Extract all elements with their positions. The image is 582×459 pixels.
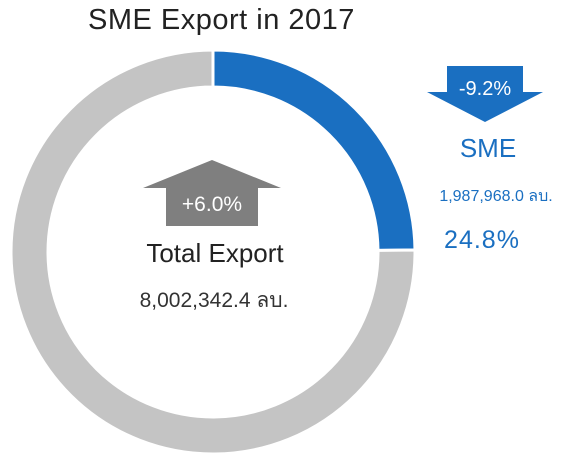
donut-slice-total-export xyxy=(9,48,417,456)
donut-slices xyxy=(9,48,417,456)
chart-title: SME Export in 2017 xyxy=(88,4,355,36)
sme-value: 1,987,968.0 ลบ. xyxy=(439,188,552,205)
sme-change-label: -9.2% xyxy=(459,78,511,100)
total-value: 8,002,342.4 ลบ. xyxy=(140,289,289,312)
total-change-arrow: +6.0% xyxy=(143,160,281,226)
sme-label: SME xyxy=(460,133,516,163)
arrow-up-icon xyxy=(143,160,281,226)
arrow-down-icon xyxy=(427,66,543,122)
sme-share: 24.8% xyxy=(444,226,520,254)
sme-change-arrow: -9.2% xyxy=(427,66,543,122)
total-label: Total Export xyxy=(146,238,284,268)
total-change-label: +6.0% xyxy=(182,193,242,216)
